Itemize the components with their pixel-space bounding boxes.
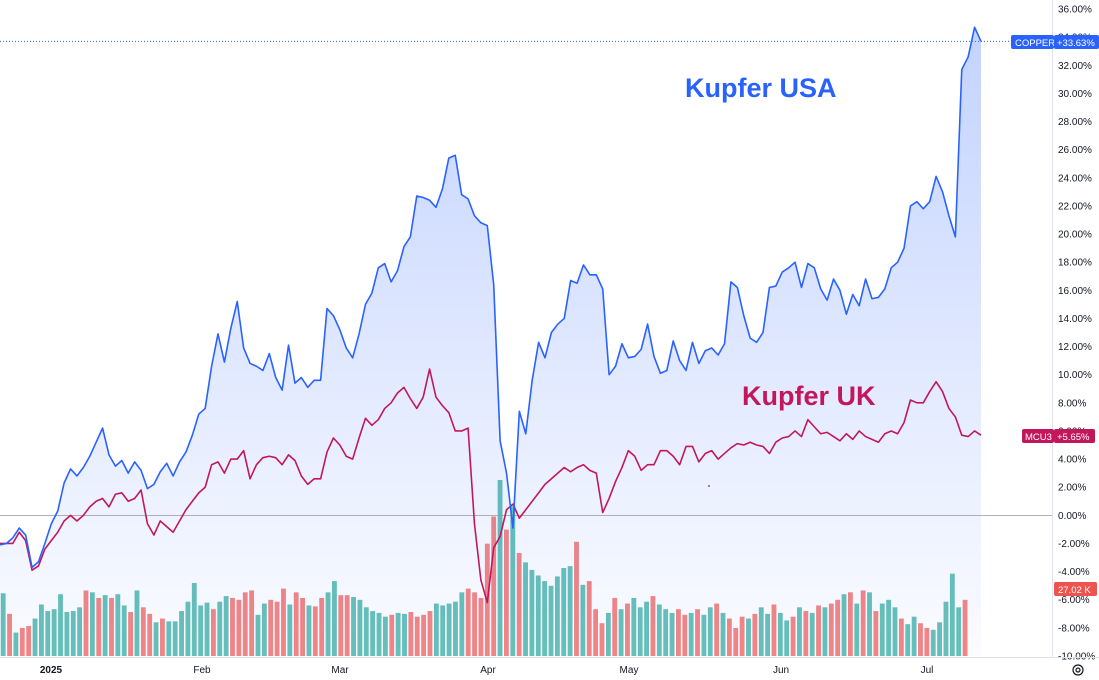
y-tick-label: 24.00% <box>1058 173 1092 184</box>
y-tick-label: -8.00% <box>1058 623 1090 634</box>
badge-mcu3: MCU3 +5.65% <box>1022 429 1095 443</box>
badge-volume: 27.02 K <box>1054 582 1097 596</box>
y-tick-label: 30.00% <box>1058 89 1092 100</box>
y-tick-label: 10.00% <box>1058 370 1092 381</box>
y-tick-label: 0.00% <box>1058 511 1086 522</box>
badge-copper: COPPER +33.63% <box>1011 35 1099 49</box>
badge-copper-value: +33.63% <box>1057 38 1095 49</box>
badge-mcu3-name: MCU3 <box>1025 432 1052 443</box>
y-tick-label: 18.00% <box>1058 258 1092 269</box>
x-tick-label: 2025 <box>40 665 63 676</box>
y-tick-label: -6.00% <box>1058 595 1090 606</box>
y-tick-label: 14.00% <box>1058 314 1092 325</box>
badge-volume-value: 27.02 K <box>1058 585 1091 596</box>
y-tick-label: 20.00% <box>1058 230 1092 241</box>
settings-gear-icon[interactable] <box>1072 664 1084 676</box>
y-tick-label: 2.00% <box>1058 483 1086 494</box>
y-tick-label: 32.00% <box>1058 61 1092 72</box>
badge-mcu3-value: +5.65% <box>1057 432 1090 443</box>
annotation-kupfer-usa: Kupfer USA <box>685 73 837 103</box>
x-tick-label: Jul <box>921 665 934 676</box>
copper-area-fill <box>0 27 981 656</box>
badge-copper-value-bg <box>1054 35 1099 49</box>
y-tick-label: -2.00% <box>1058 539 1090 550</box>
x-tick-label: Feb <box>193 665 211 676</box>
badge-volume-bg <box>1054 582 1097 596</box>
chart-dot <box>708 485 710 487</box>
annotation-kupfer-uk: Kupfer UK <box>742 381 876 411</box>
y-tick-label: 28.00% <box>1058 117 1092 128</box>
y-tick-label: 4.00% <box>1058 455 1086 466</box>
y-tick-label: 8.00% <box>1058 398 1086 409</box>
badge-mcu3-value-bg <box>1054 429 1095 443</box>
y-tick-label: 12.00% <box>1058 342 1092 353</box>
x-tick-label: Jun <box>773 665 789 676</box>
series-line-copper <box>0 26 982 569</box>
badge-copper-name-bg <box>1011 35 1054 49</box>
y-tick-label: 22.00% <box>1058 201 1092 212</box>
y-tick-label: 26.00% <box>1058 145 1092 156</box>
x-tick-label: Mar <box>331 665 349 676</box>
x-tick-label: Apr <box>480 665 496 676</box>
y-tick-label: -4.00% <box>1058 567 1090 578</box>
x-axis[interactable]: 2025 Feb Mar Apr May Jun Jul <box>40 665 934 676</box>
y-tick-label: 36.00% <box>1058 5 1092 16</box>
y-axis[interactable]: 36.00%34.00%32.00%30.00%28.00%26.00%24.0… <box>1058 5 1095 663</box>
badge-copper-name: COPPER <box>1015 38 1055 49</box>
badge-mcu3-name-bg <box>1022 429 1054 443</box>
y-tick-label: 16.00% <box>1058 286 1092 297</box>
x-tick-label: May <box>620 665 639 676</box>
series-line-mcu3 <box>0 368 982 604</box>
